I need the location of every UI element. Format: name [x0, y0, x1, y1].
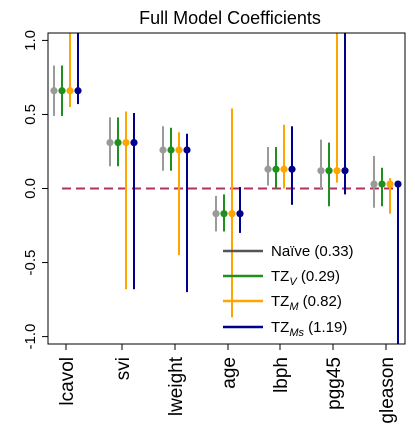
x-tick-label: svi — [113, 357, 134, 380]
legend-label: TZV (0.29) — [271, 268, 340, 288]
point-estimate-gleason-0 — [370, 180, 378, 188]
legend: Naïve (0.33) TZV (0.29) TZM (0.82) TZMs (1.… — [223, 243, 354, 339]
point-estimate-lcavol-3 — [74, 87, 82, 95]
point-estimate-pgg45-0 — [317, 167, 325, 175]
point-estimate-lbph-3 — [288, 165, 296, 173]
x-tick-label: lbph — [271, 357, 292, 393]
y-tick-label: -1.0 — [22, 324, 39, 350]
point-estimate-pgg45-3 — [341, 167, 349, 175]
point-estimate-age-0 — [212, 210, 220, 218]
x-tick-label: pgg45 — [324, 357, 345, 410]
x-tick-label: lcavol — [57, 357, 78, 406]
point-estimate-lweight-0 — [159, 146, 167, 154]
point-estimate-lcavol-0 — [50, 87, 58, 95]
point-estimate-svi-3 — [130, 138, 138, 147]
point-estimate-svi-0 — [106, 138, 114, 147]
point-estimate-lweight-3 — [183, 146, 191, 154]
point-estimate-gleason-3 — [394, 180, 402, 188]
point-estimate-lcavol-2 — [66, 87, 74, 95]
x-tick-label: age — [219, 357, 240, 389]
point-estimate-pgg45-1 — [325, 167, 333, 175]
point-estimate-gleason-2 — [386, 180, 394, 188]
point-estimate-svi-2 — [122, 138, 130, 147]
legend-label: Naïve (0.33) — [271, 243, 354, 260]
legend-label: TZMs (1.19) — [271, 319, 347, 339]
error-bars-layer — [50, 33, 402, 344]
plot-frame — [47, 32, 406, 345]
point-estimate-gleason-1 — [378, 180, 386, 188]
point-estimate-lbph-0 — [264, 165, 272, 173]
point-estimate-age-2 — [228, 210, 236, 218]
y-tick-label: 0.0 — [22, 178, 39, 199]
x-tick-label: gleason — [377, 357, 398, 424]
point-estimate-lcavol-1 — [58, 87, 66, 95]
y-tick-label: -0.5 — [22, 250, 39, 276]
x-tick-label: lweight — [166, 356, 187, 416]
point-estimate-svi-1 — [114, 138, 122, 147]
y-tick-label: 1.0 — [22, 30, 39, 51]
x-axis: lcavol svi lweight age lbph pgg45 gleason — [57, 344, 398, 424]
legend-label: TZM (0.82) — [271, 293, 342, 313]
point-estimate-lbph-1 — [272, 165, 280, 173]
y-axis: -1.0 -0.5 0.0 0.5 1.0 — [22, 30, 48, 350]
point-estimate-lweight-1 — [167, 146, 175, 154]
point-estimate-lbph-2 — [280, 165, 288, 173]
y-tick-label: 0.5 — [22, 104, 39, 125]
point-estimate-age-1 — [220, 210, 228, 218]
chart-title: Full Model Coefficients — [139, 8, 321, 28]
point-estimate-lweight-2 — [175, 146, 183, 154]
point-estimate-age-3 — [236, 210, 244, 218]
point-estimate-pgg45-2 — [333, 167, 341, 175]
